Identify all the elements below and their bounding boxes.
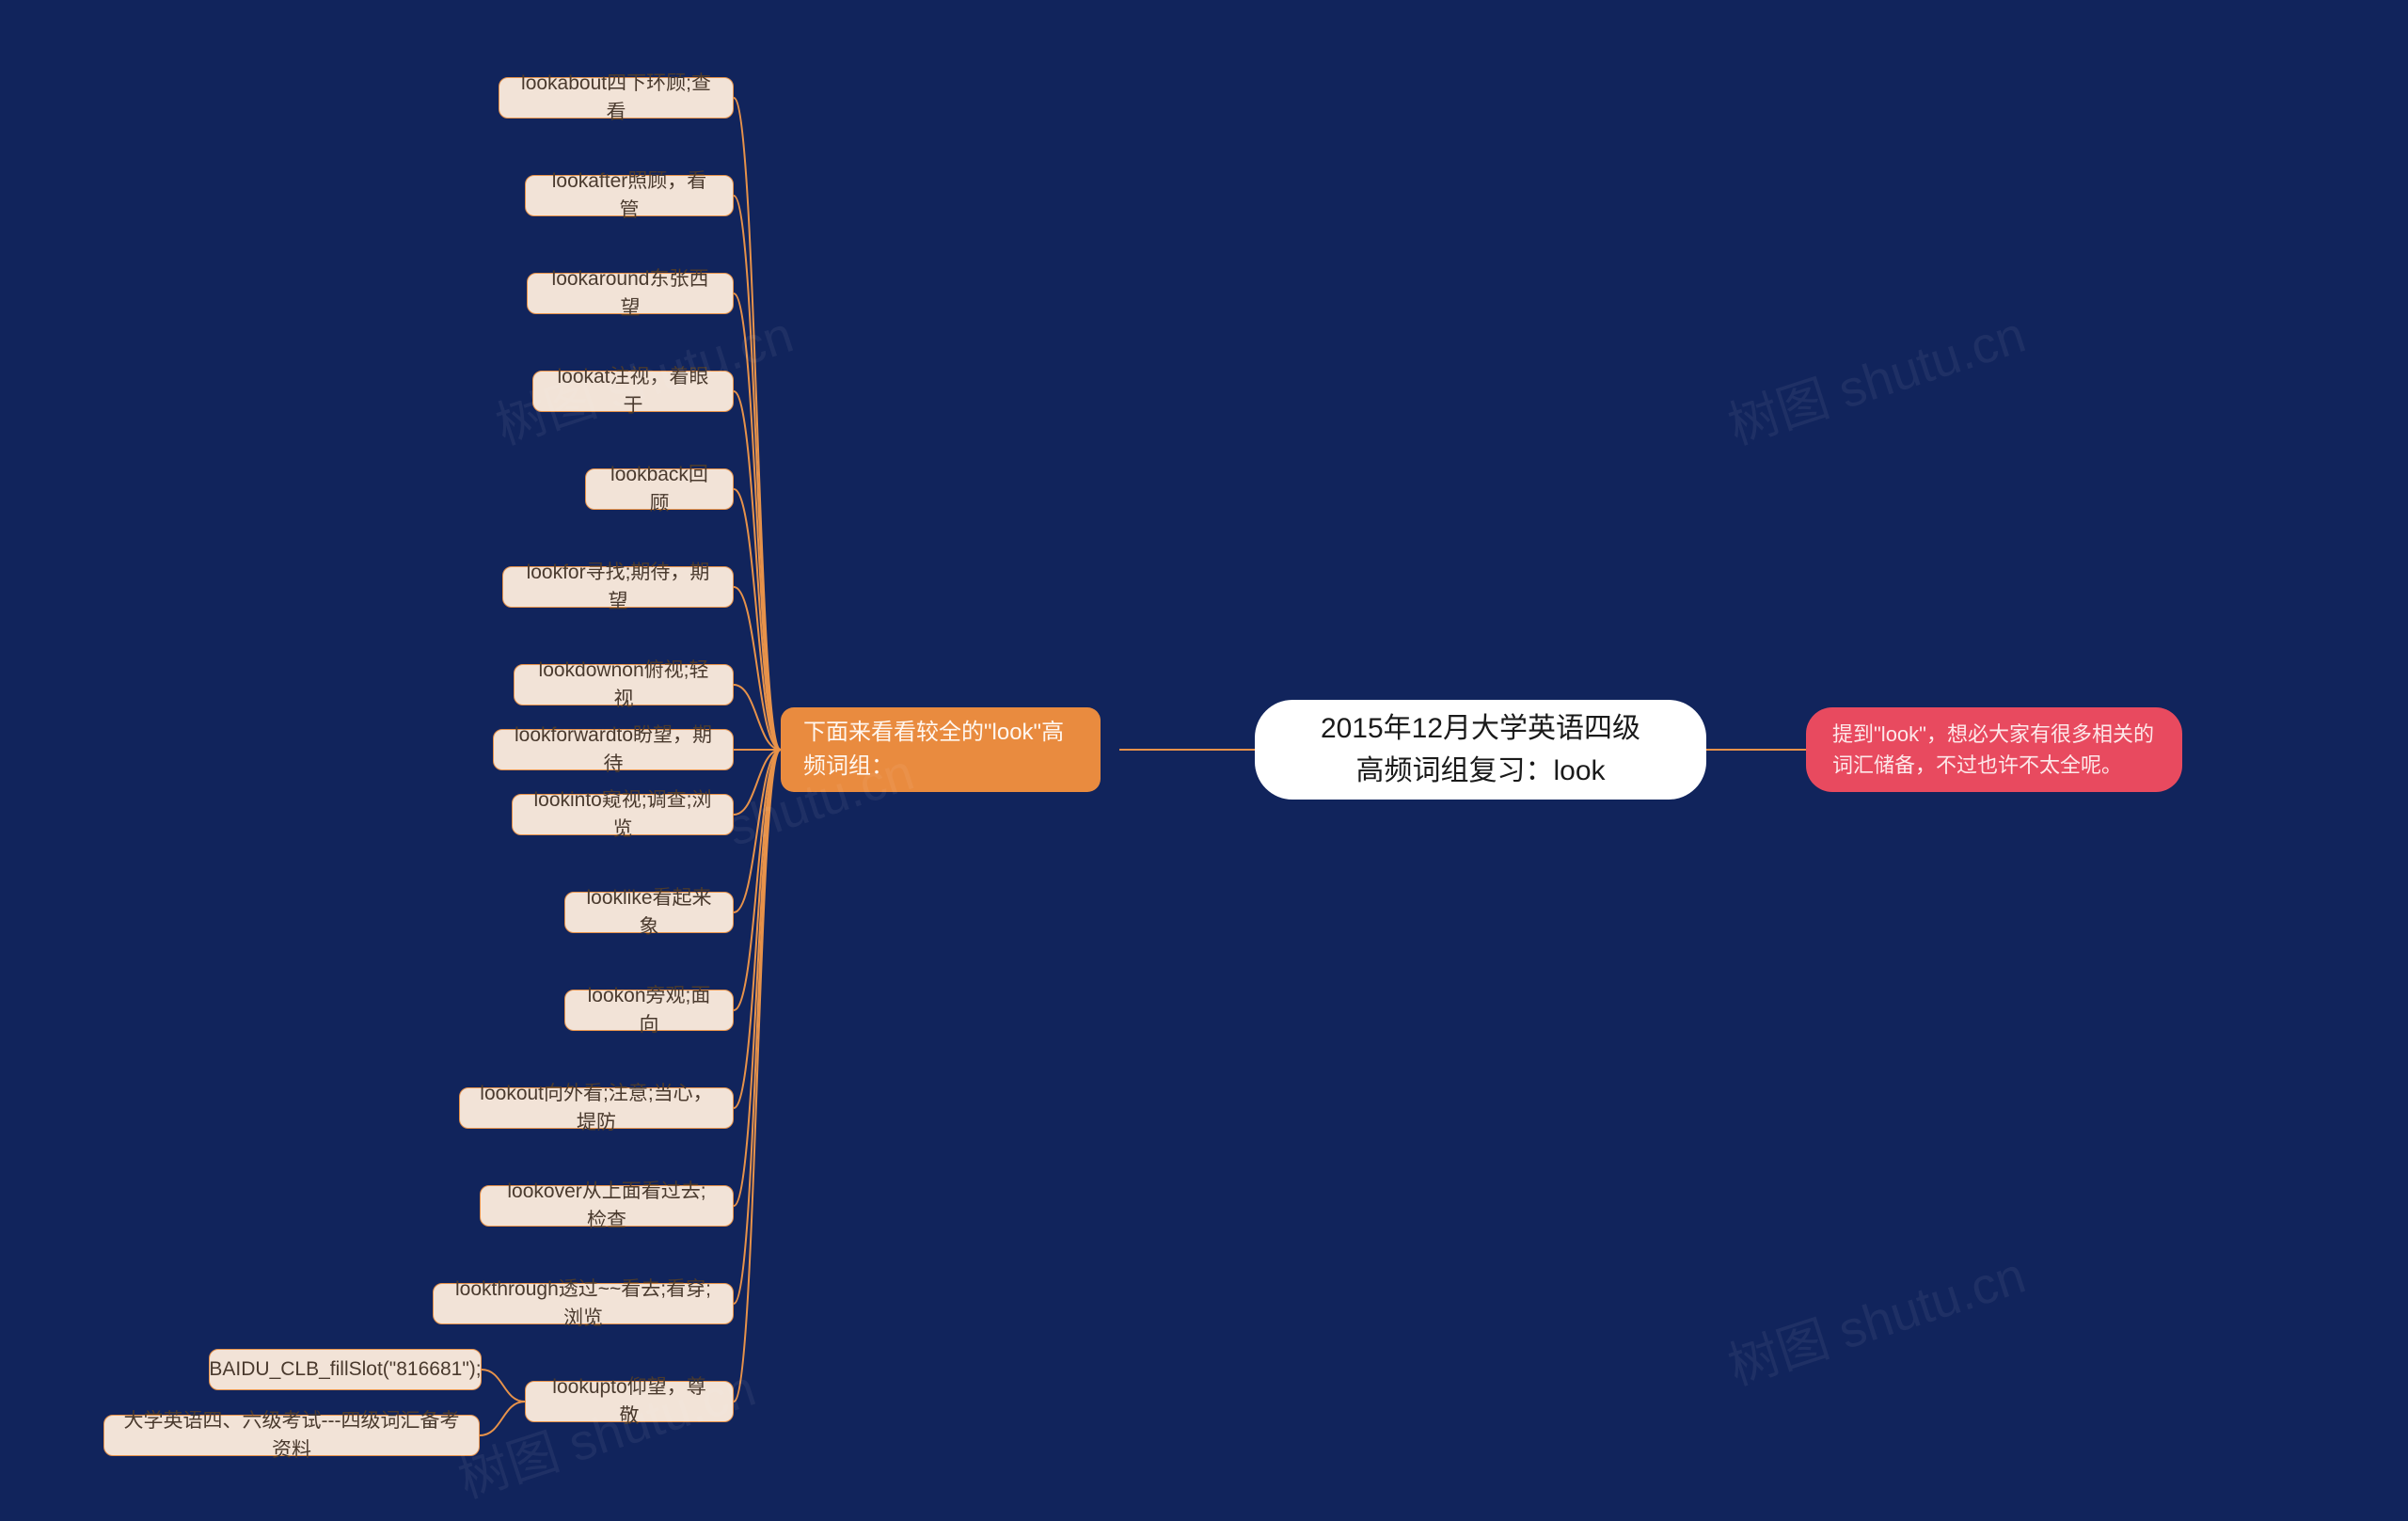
- sub-leaf-node[interactable]: BAIDU_CLB_fillSlot("816681");: [209, 1349, 482, 1390]
- leaf-node[interactable]: lookback回顾: [585, 468, 734, 510]
- watermark-text: 树图 shutu.cn: [1718, 293, 2034, 458]
- leaf-node[interactable]: lookdownon俯视;轻视: [514, 664, 734, 705]
- leaf-node[interactable]: lookthrough透过~~看去;看穿;浏览: [433, 1283, 734, 1324]
- right-branch-node[interactable]: 提到"look"，想必大家有很多相关的词汇储备，不过也许不太全呢。: [1806, 707, 2182, 792]
- leaf-node[interactable]: lookover从上面看过去;检查: [480, 1185, 734, 1227]
- leaf-node[interactable]: lookat注视，着眼于: [532, 371, 734, 412]
- watermark-text: 树图 shutu.cn: [1718, 1233, 2034, 1399]
- leaf-node[interactable]: lookout向外看;注意;当心，堤防: [459, 1087, 734, 1129]
- leaf-node[interactable]: lookforwardto盼望，期待: [493, 729, 734, 770]
- leaf-node[interactable]: lookon旁观;面向: [564, 990, 734, 1031]
- sub-leaf-node[interactable]: 大学英语四、六级考试---四级词汇备考资料: [103, 1415, 480, 1456]
- leaf-node[interactable]: lookfor寻找;期待，期望: [502, 566, 734, 608]
- root-node[interactable]: 2015年12月大学英语四级 高频词组复习：look: [1255, 700, 1706, 800]
- leaf-node[interactable]: lookupto仰望，尊敬: [525, 1381, 734, 1422]
- leaf-node[interactable]: lookabout四下环顾;查看: [499, 77, 734, 119]
- leaf-node[interactable]: looklike看起来象: [564, 892, 734, 933]
- leaf-node[interactable]: lookinto窥视;调查;浏览: [512, 794, 734, 835]
- left-branch-node[interactable]: 下面来看看较全的"look"高频词组：: [781, 707, 1101, 792]
- leaf-node[interactable]: lookafter照顾，看管: [525, 175, 734, 216]
- leaf-node[interactable]: lookaround东张西望: [527, 273, 734, 314]
